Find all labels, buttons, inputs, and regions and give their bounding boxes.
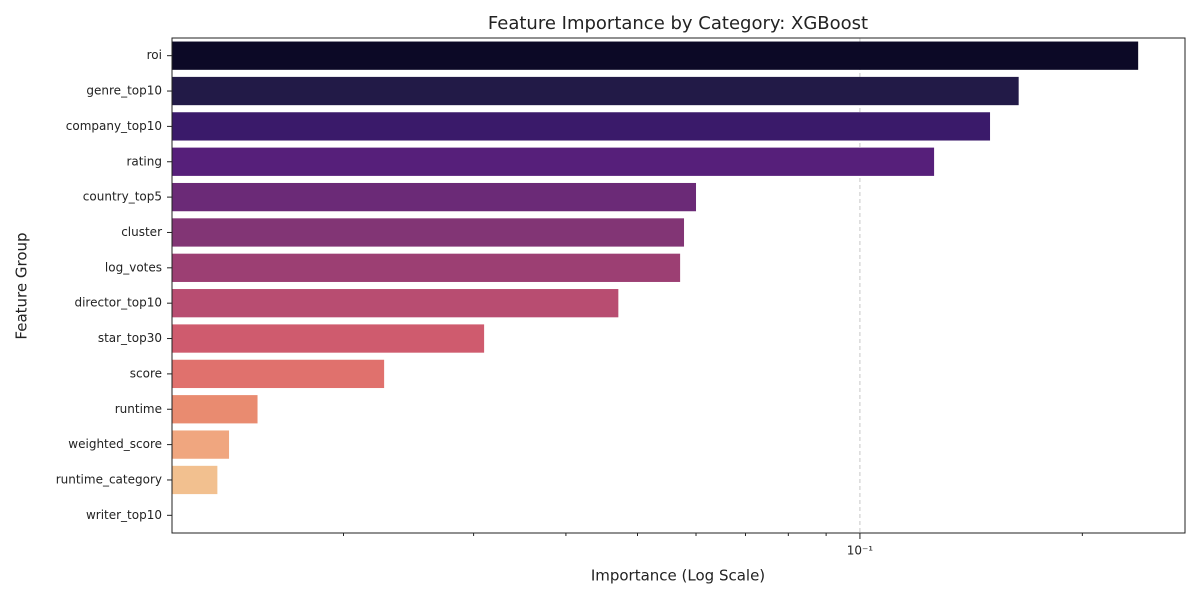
bar: [172, 430, 230, 459]
y-axis-label: Feature Group: [13, 232, 31, 339]
y-tick-label: rating: [126, 154, 162, 168]
x-axis-label: Importance (Log Scale): [591, 567, 765, 585]
bar: [172, 253, 681, 282]
y-tick-label: country_top5: [83, 190, 162, 204]
x-tick-label: 10⁻¹: [847, 544, 874, 558]
chart-title: Feature Importance by Category: XGBoost: [488, 13, 868, 34]
bar: [172, 289, 619, 318]
bar: [172, 359, 385, 389]
bar: [172, 112, 991, 141]
y-tick-label: cluster: [121, 225, 162, 239]
bar: [172, 218, 685, 247]
bar: [172, 182, 697, 212]
bar: [172, 324, 485, 353]
y-tick-label: director_top10: [74, 296, 162, 310]
bar: [172, 41, 1139, 70]
y-tick-label: runtime_category: [56, 472, 162, 486]
y-tick-label: company_top10: [66, 119, 162, 133]
y-tick-label: weighted_score: [68, 437, 162, 451]
y-tick-label: log_votes: [105, 260, 162, 274]
y-tick-label: runtime: [115, 402, 162, 416]
plot-frame: [171, 37, 1186, 534]
y-tick-label: star_top30: [98, 331, 162, 345]
bar: [172, 395, 258, 424]
bar: [172, 76, 1019, 106]
bar: [172, 147, 935, 176]
y-tick-label: genre_top10: [86, 84, 162, 98]
y-tick-label: writer_top10: [86, 508, 162, 522]
y-tick-label: roi: [147, 48, 162, 62]
y-tick-label: score: [130, 366, 162, 380]
bar: [172, 465, 218, 495]
